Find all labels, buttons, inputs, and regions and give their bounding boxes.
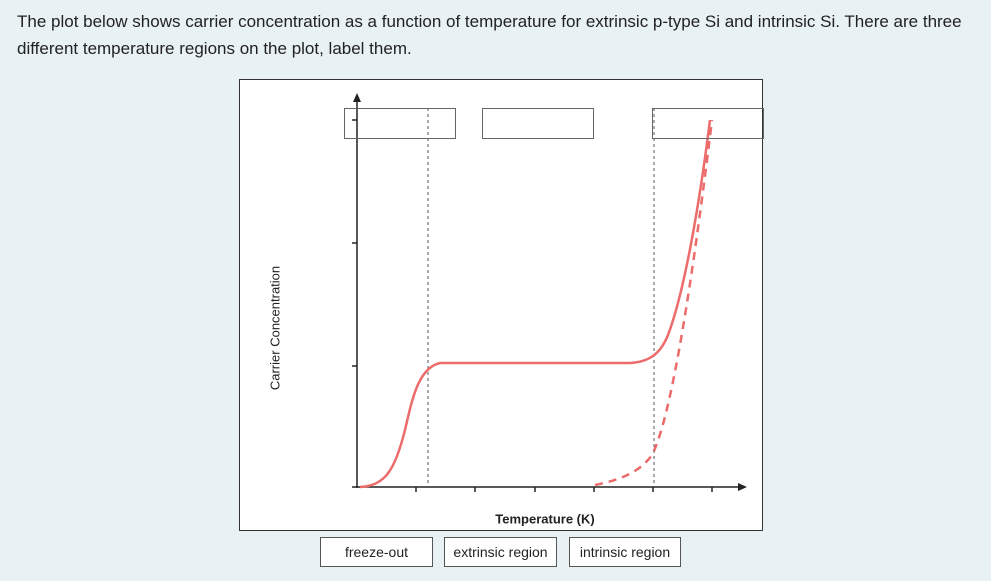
axes: [352, 100, 740, 492]
x-axis-label: Temperature (K): [495, 511, 594, 526]
answer-option[interactable]: freeze-out: [320, 537, 433, 567]
drop-zone[interactable]: [652, 108, 764, 139]
question-text: The plot below shows carrier concentrati…: [17, 12, 962, 58]
y-axis-label: Carrier Concentration: [267, 266, 282, 390]
y-arrow: [353, 93, 361, 102]
x-arrow: [738, 483, 747, 491]
drop-zone[interactable]: [344, 108, 456, 139]
answer-option[interactable]: intrinsic region: [569, 537, 681, 567]
figure-frame: [239, 79, 763, 531]
extrinsic-curve: [359, 119, 712, 489]
drop-zone[interactable]: [482, 108, 594, 139]
intrinsic-curve: [594, 119, 714, 487]
answer-option[interactable]: extrinsic region: [444, 537, 557, 567]
